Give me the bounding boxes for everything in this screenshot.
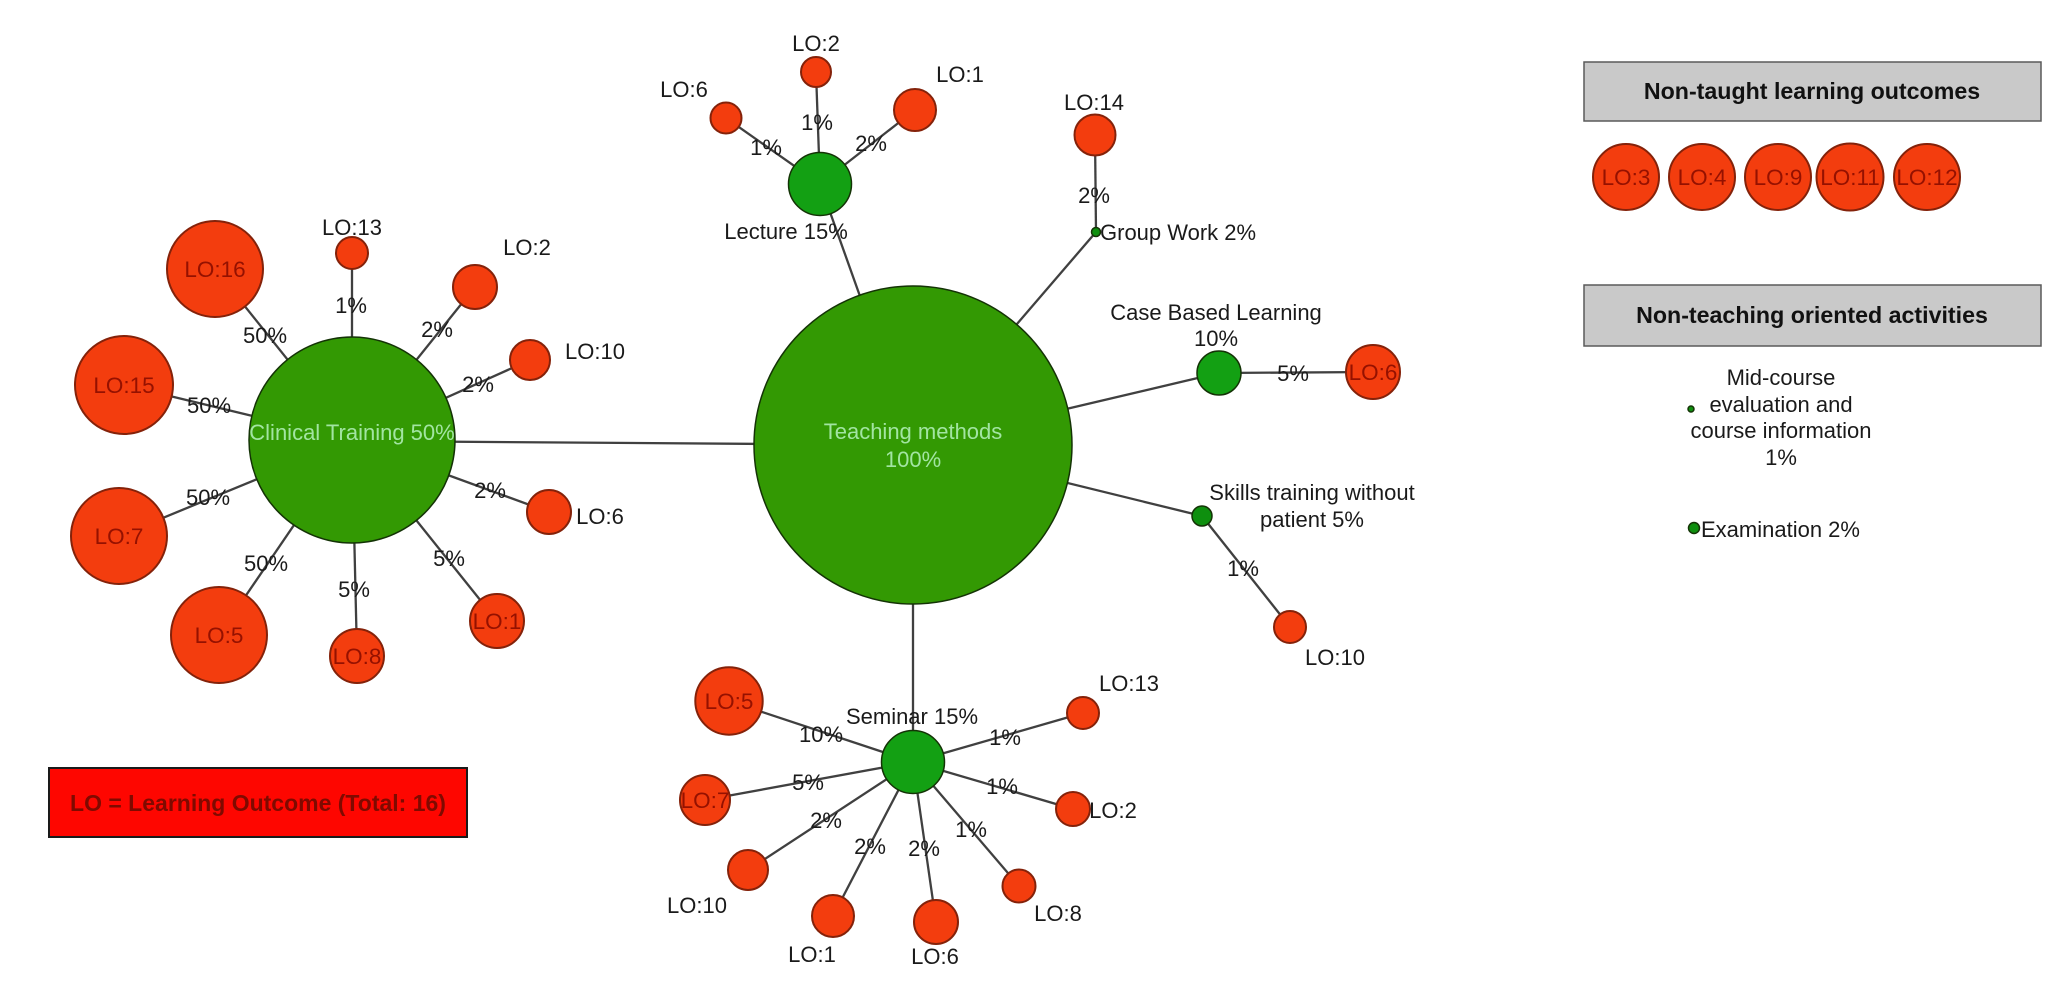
svg-text:LO:10: LO:10 — [1305, 645, 1365, 670]
svg-text:LO = Learning Outcome (Total:: LO = Learning Outcome (Total: 16) — [70, 790, 446, 816]
svg-text:LO:10: LO:10 — [667, 893, 727, 918]
svg-text:LO:7: LO:7 — [681, 788, 730, 813]
svg-text:Mid-course: Mid-course — [1727, 365, 1836, 390]
svg-text:50%: 50% — [243, 323, 287, 348]
svg-text:2%: 2% — [421, 317, 453, 342]
svg-text:50%: 50% — [187, 393, 231, 418]
svg-text:10%: 10% — [1194, 326, 1238, 351]
svg-text:1%: 1% — [955, 817, 987, 842]
svg-text:patient 5%: patient 5% — [1260, 507, 1364, 532]
svg-text:Group Work 2%: Group Work 2% — [1100, 220, 1256, 245]
svg-text:1%: 1% — [801, 110, 833, 135]
svg-text:course information: course information — [1691, 418, 1872, 443]
svg-text:LO:1: LO:1 — [788, 942, 836, 967]
svg-text:LO:3: LO:3 — [1602, 165, 1651, 190]
svg-text:LO:11: LO:11 — [1820, 165, 1880, 190]
svg-text:1%: 1% — [989, 725, 1021, 750]
svg-text:100%: 100% — [885, 447, 941, 472]
svg-text:LO:1: LO:1 — [473, 609, 522, 634]
svg-text:1%: 1% — [335, 293, 367, 318]
svg-text:2%: 2% — [1078, 183, 1110, 208]
svg-text:2%: 2% — [855, 131, 887, 156]
svg-text:Case Based Learning: Case Based Learning — [1110, 300, 1322, 325]
svg-text:LO:7: LO:7 — [95, 524, 144, 549]
svg-text:5%: 5% — [1277, 361, 1309, 386]
svg-text:LO:4: LO:4 — [1678, 165, 1727, 190]
svg-text:5%: 5% — [338, 577, 370, 602]
svg-text:LO:1: LO:1 — [936, 62, 984, 87]
svg-text:LO:5: LO:5 — [705, 689, 754, 714]
svg-text:LO:15: LO:15 — [93, 373, 154, 398]
svg-text:LO:8: LO:8 — [333, 644, 382, 669]
svg-text:2%: 2% — [474, 478, 506, 503]
svg-text:LO:16: LO:16 — [184, 257, 245, 282]
svg-text:LO:13: LO:13 — [1099, 671, 1159, 696]
svg-text:LO:2: LO:2 — [792, 31, 840, 56]
svg-text:LO:6: LO:6 — [576, 504, 624, 529]
svg-text:1%: 1% — [1227, 556, 1259, 581]
svg-text:LO:6: LO:6 — [1349, 360, 1398, 385]
svg-text:LO:14: LO:14 — [1064, 90, 1124, 115]
svg-text:Non-teaching oriented activiti: Non-teaching oriented activities — [1636, 302, 1988, 328]
svg-text:Seminar 15%: Seminar 15% — [846, 704, 978, 729]
svg-text:evaluation and: evaluation and — [1709, 392, 1852, 417]
svg-text:LO:6: LO:6 — [911, 944, 959, 969]
svg-text:2%: 2% — [810, 808, 842, 833]
svg-text:LO:12: LO:12 — [1896, 165, 1957, 190]
svg-text:5%: 5% — [433, 546, 465, 571]
svg-text:2%: 2% — [854, 834, 886, 859]
svg-text:LO:9: LO:9 — [1754, 165, 1803, 190]
svg-text:LO:6: LO:6 — [660, 77, 708, 102]
svg-text:2%: 2% — [462, 372, 494, 397]
svg-text:LO:10: LO:10 — [565, 339, 625, 364]
svg-text:Lecture 15%: Lecture 15% — [724, 219, 848, 244]
svg-text:Clinical Training 50%: Clinical Training 50% — [249, 420, 454, 445]
svg-text:Teaching methods: Teaching methods — [824, 419, 1003, 444]
svg-text:50%: 50% — [244, 551, 288, 576]
svg-text:2%: 2% — [908, 836, 940, 861]
svg-text:1%: 1% — [1765, 445, 1797, 470]
svg-text:LO:2: LO:2 — [1089, 798, 1137, 823]
svg-text:Examination 2%: Examination 2% — [1701, 517, 1860, 542]
svg-text:1%: 1% — [750, 135, 782, 160]
svg-text:LO:2: LO:2 — [503, 235, 551, 260]
svg-text:50%: 50% — [186, 485, 230, 510]
svg-text:10%: 10% — [799, 722, 843, 747]
svg-text:5%: 5% — [792, 770, 824, 795]
svg-text:Non-taught learning outcomes: Non-taught learning outcomes — [1644, 78, 1980, 104]
svg-text:LO:8: LO:8 — [1034, 901, 1082, 926]
svg-text:1%: 1% — [986, 774, 1018, 799]
svg-text:LO:5: LO:5 — [195, 623, 244, 648]
svg-text:Skills training without: Skills training without — [1209, 480, 1414, 505]
svg-text:LO:13: LO:13 — [322, 215, 382, 240]
